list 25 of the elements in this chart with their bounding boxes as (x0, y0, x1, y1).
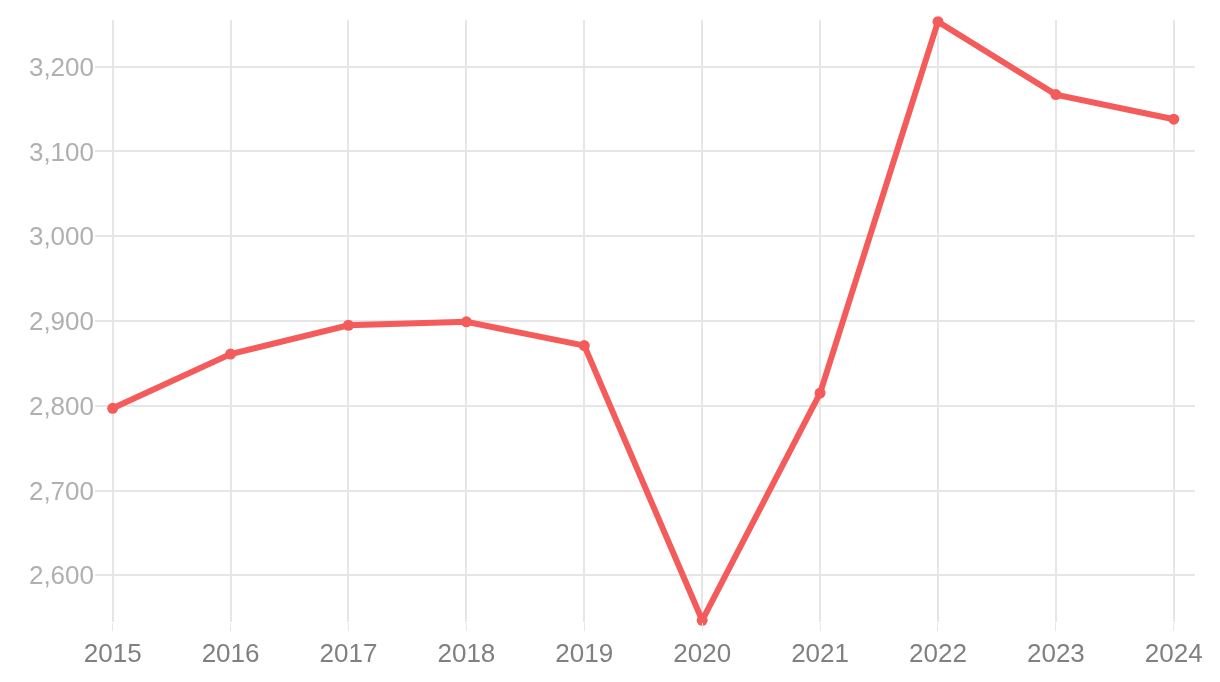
x-tick-label: 2015 (83, 638, 142, 669)
x-tick-label: 2016 (201, 638, 260, 669)
point (578, 340, 590, 352)
y-tick-label: 2,700 (28, 475, 94, 506)
y-tick-label: 2,600 (28, 560, 94, 591)
y-tick-label: 3,200 (28, 51, 94, 82)
point (932, 16, 944, 28)
y-tick-label: 2,900 (28, 306, 94, 337)
x-tick-label: 2021 (791, 638, 849, 669)
point (107, 402, 119, 414)
y-tick-label: 3,000 (28, 221, 94, 252)
point (225, 348, 237, 360)
x-tick-label: 2024 (1144, 638, 1203, 669)
x-tick-label: 2023 (1026, 638, 1085, 669)
y-tick-label: 3,100 (28, 136, 94, 167)
x-tick-label: 2019 (555, 638, 614, 669)
point (1050, 89, 1062, 101)
x-tick-label: 2022 (909, 638, 967, 669)
point (342, 319, 354, 331)
point (1168, 113, 1180, 125)
x-tick-label: 2018 (437, 638, 496, 669)
x-tick-label: 2017 (319, 638, 378, 669)
point (814, 387, 826, 399)
y-tick-label: 2,800 (28, 390, 94, 421)
x-tick-label: 2020 (673, 638, 732, 669)
